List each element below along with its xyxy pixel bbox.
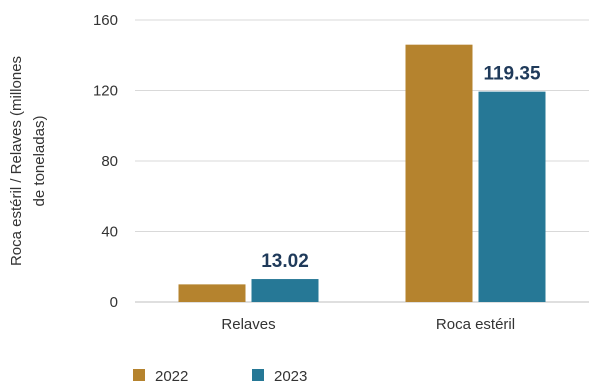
data-label: 13.02 — [261, 251, 309, 272]
legend-swatch-2023 — [252, 369, 264, 381]
x-axis-categories: Relaves Roca estéril — [221, 316, 515, 333]
bar-2023-1 — [478, 91, 546, 302]
y-axis-label-line: Roca estéril / Relaves (millones — [8, 56, 25, 266]
data-labels: 13.02 119.35 — [261, 64, 541, 272]
y-tick-label: 120 — [93, 83, 118, 100]
y-tick-label: 0 — [110, 294, 118, 311]
y-tick-label: 80 — [101, 153, 118, 170]
y-tick-label: 160 — [93, 12, 118, 29]
y-tick-label: 40 — [101, 224, 118, 241]
data-label: 119.35 — [483, 64, 540, 85]
y-axis-label: Roca estéril / Relaves (millones de tonel… — [8, 56, 48, 266]
y-axis-label-line: de toneladas) — [31, 116, 48, 207]
legend: 2022 2023 — [133, 368, 307, 384]
legend-swatch-2022 — [133, 369, 145, 381]
bars — [178, 44, 546, 303]
legend-label-2022: 2022 — [155, 368, 188, 384]
bar-2022-1 — [405, 44, 473, 303]
x-category-label: Roca estéril — [436, 316, 515, 333]
bar-2022-0 — [178, 284, 246, 302]
x-category-label: Relaves — [221, 316, 275, 333]
y-axis-ticks: 0 40 80 120 160 — [93, 12, 118, 311]
legend-label-2023: 2023 — [274, 368, 307, 384]
bar-2023-0 — [251, 279, 319, 302]
